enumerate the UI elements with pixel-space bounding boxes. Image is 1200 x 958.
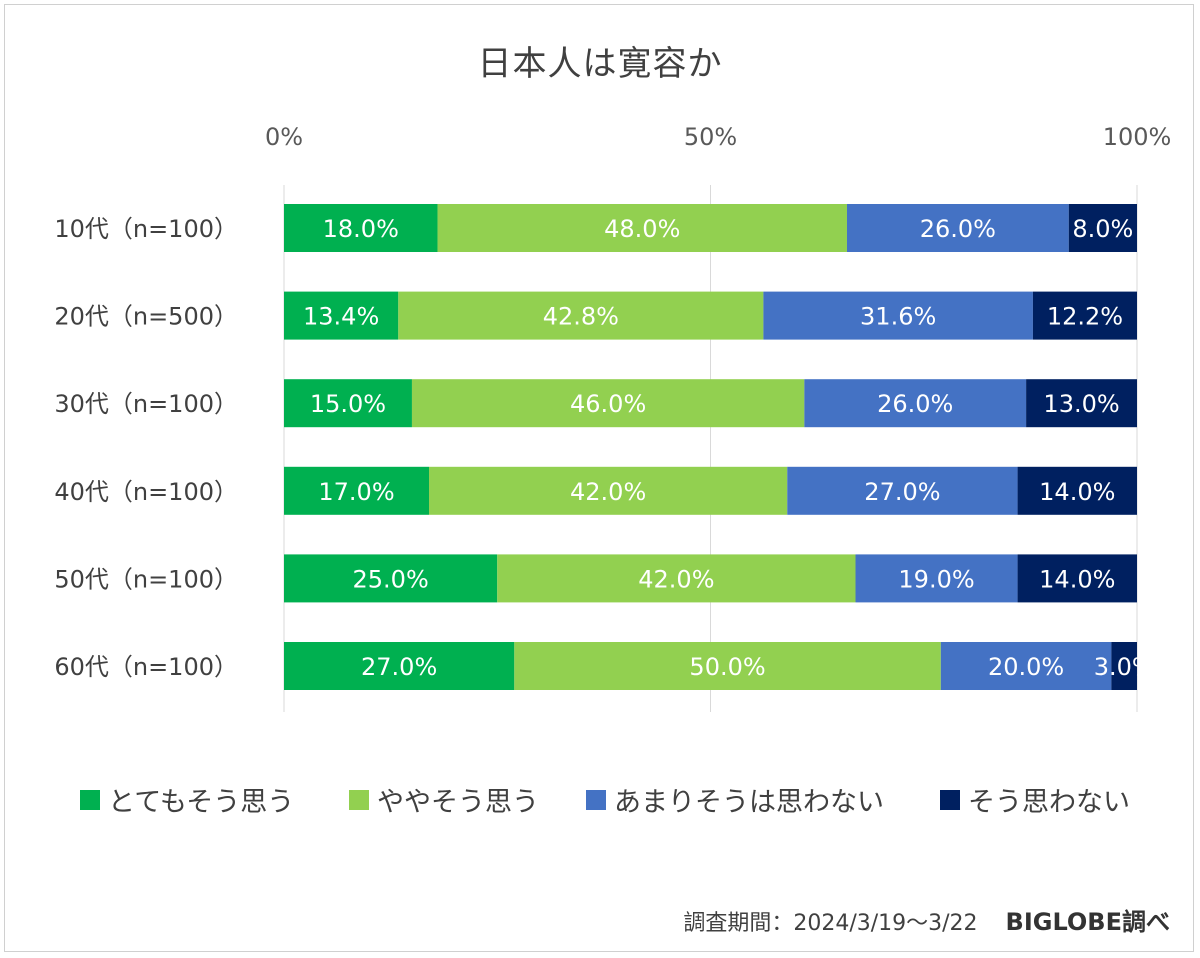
data-label: 15.0%	[310, 390, 386, 418]
bar-segment	[763, 291, 1033, 340]
bar-segment	[284, 291, 399, 340]
data-label: 42.0%	[638, 565, 714, 593]
bar-segment	[1111, 642, 1137, 690]
bar-segment	[411, 379, 805, 428]
data-label: 14.0%	[1039, 478, 1115, 506]
bar-segment	[855, 554, 1018, 603]
legend-item-somewhat-disagree: あまりそうは思わない	[586, 780, 884, 819]
data-label: 8.0%	[1072, 215, 1133, 243]
legend-item-somewhat-agree: ややそう思う	[349, 780, 539, 819]
data-label: 3.0%	[1094, 653, 1155, 681]
legend-swatch	[349, 789, 369, 810]
data-label: 31.6%	[860, 303, 936, 331]
category-label: 30代（n=100）	[54, 390, 238, 418]
category-label: 10代（n=100）	[54, 215, 238, 243]
legend-swatch	[586, 789, 606, 810]
x-tick-label: 50%	[684, 123, 737, 151]
data-label: 20.0%	[988, 653, 1064, 681]
chart-title: 日本人は寛容か	[477, 44, 723, 84]
data-label: 27.0%	[864, 478, 940, 506]
source-credit: BIGLOBE調べ	[1005, 908, 1170, 936]
legend-swatch	[940, 789, 960, 810]
bar-segment	[284, 379, 412, 428]
legend-label: とてもそう思う	[108, 787, 295, 818]
data-label: 14.0%	[1039, 565, 1115, 593]
legend-item-disagree: そう思わない	[940, 780, 1130, 819]
bar-segment	[437, 204, 847, 252]
bar-segment	[284, 466, 430, 515]
legend-label: そう思わない	[968, 787, 1130, 818]
data-label: 19.0%	[898, 565, 974, 593]
bar-segment	[1026, 379, 1137, 428]
data-label: 48.0%	[604, 215, 680, 243]
bar-segment	[284, 204, 438, 252]
bar-segment	[1032, 291, 1137, 340]
bar-segment	[429, 466, 788, 515]
bar-segment	[284, 554, 498, 603]
bar-segment	[804, 379, 1027, 428]
bar-segment	[1068, 204, 1137, 252]
bar-segment	[846, 204, 1069, 252]
bar-segment	[787, 466, 1018, 515]
bar-segment	[1017, 554, 1137, 603]
bar-segment	[497, 554, 856, 603]
category-label: 20代（n=500）	[54, 303, 238, 331]
chart-frame	[4, 4, 1194, 952]
legend-item-very-agree: とてもそう思う	[80, 780, 294, 819]
bar-segment	[398, 291, 764, 340]
data-label: 18.0%	[323, 215, 399, 243]
data-label: 26.0%	[920, 215, 996, 243]
data-label: 42.8%	[543, 303, 619, 331]
data-label: 13.4%	[303, 303, 379, 331]
survey-period: 調査期間：2024/3/19～3/22	[683, 911, 978, 936]
data-label: 46.0%	[570, 390, 646, 418]
bar-segment	[940, 642, 1112, 690]
footer: 調査期間：2024/3/19～3/22 BIGLOBE調べ	[683, 902, 1170, 937]
data-label: 17.0%	[318, 478, 394, 506]
bar-segment	[514, 642, 941, 690]
data-label: 42.0%	[570, 478, 646, 506]
data-label: 27.0%	[361, 653, 437, 681]
x-tick-label: 0%	[265, 123, 303, 151]
data-label: 50.0%	[689, 653, 765, 681]
data-label: 13.0%	[1043, 390, 1119, 418]
category-label: 60代（n=100）	[54, 653, 238, 681]
legend-label: ややそう思う	[377, 787, 539, 818]
legend-label: あまりそうは思わない	[614, 787, 884, 818]
data-label: 12.2%	[1047, 303, 1123, 331]
x-tick-label: 100%	[1103, 123, 1172, 151]
legend-swatch	[80, 789, 100, 810]
bar-segment	[284, 642, 515, 690]
data-label: 26.0%	[877, 390, 953, 418]
category-label: 50代（n=100）	[54, 565, 238, 593]
legend: とてもそう思う ややそう思う あまりそうは思わない そう思わない	[0, 780, 1200, 820]
data-label: 25.0%	[353, 565, 429, 593]
bar-segment	[1017, 466, 1137, 515]
category-label: 40代（n=100）	[54, 478, 238, 506]
